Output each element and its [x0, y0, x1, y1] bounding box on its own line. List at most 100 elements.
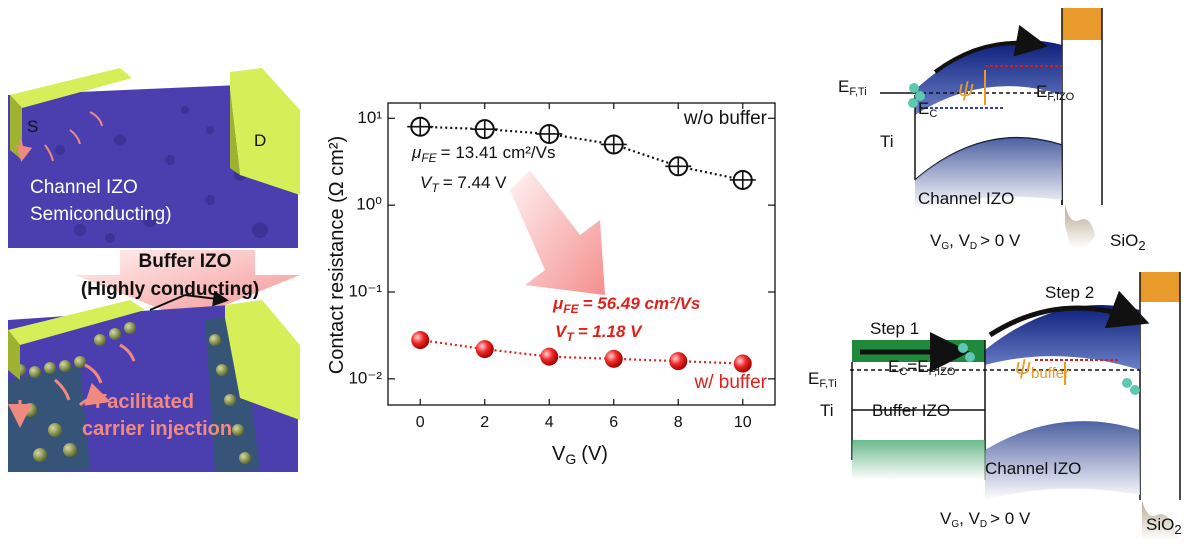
device-bottom: [8, 295, 300, 472]
band-diagram-top: [880, 8, 1103, 249]
label: Ti: [820, 401, 834, 420]
data-point: [540, 347, 559, 366]
band-diagram-bottom: [850, 272, 1181, 540]
marker-cross: [407, 117, 434, 136]
label-subscript: 2: [1138, 238, 1145, 253]
label-text: Buffer IZO: [872, 401, 950, 420]
y-tick-label: 10¹: [357, 108, 382, 127]
label-subscript: F,Ti: [849, 86, 866, 98]
label-text: E: [808, 369, 819, 388]
label: EF,IZO: [1036, 82, 1075, 102]
label-text: ψ: [958, 76, 974, 101]
label-text: V: [930, 231, 942, 250]
label-subscript: F,Ti: [819, 378, 836, 390]
annotation-text: = 13.41 cm²/Vs: [441, 143, 556, 162]
label-subscript: D: [970, 241, 977, 252]
annotation: VT = 7.44 V: [420, 173, 507, 195]
label: Step 2: [1045, 283, 1094, 302]
y-tick-label: 10⁰: [356, 195, 382, 214]
label: Buffer IZO: [872, 401, 950, 420]
annotation: μFE = 13.41 cm²/Vs: [411, 143, 555, 165]
label: VG, VD > 0 V: [940, 509, 1031, 529]
label-subscript: G: [951, 519, 959, 530]
marker-cross: [665, 157, 692, 176]
series-line: [420, 125, 743, 182]
label-text: D: [254, 131, 266, 150]
data-point: [733, 354, 752, 373]
data-point: [475, 340, 494, 359]
x-tick-label: 10: [734, 414, 752, 431]
marker-cross: [471, 120, 498, 139]
label-text: SiO: [1110, 231, 1138, 250]
label-text: > 0 V: [990, 509, 1031, 528]
marker-cross: [536, 124, 563, 143]
label: ψbuffer: [1015, 354, 1069, 382]
label-subscript: F,IZO: [929, 366, 956, 378]
label-text: , V: [949, 231, 970, 250]
marker-cross: [600, 135, 627, 154]
x-tick-label: 8: [674, 414, 683, 431]
label-text: Step 2: [1045, 283, 1094, 302]
label: S: [27, 117, 38, 136]
label-subscript: D: [980, 519, 987, 530]
data-point: [600, 134, 627, 155]
label-text: Ti: [820, 401, 834, 420]
data-point: [604, 349, 623, 368]
label: D: [254, 131, 266, 150]
x-tick-label: 0: [416, 414, 425, 431]
data-point: [669, 352, 688, 371]
label: Channel IZO: [985, 459, 1081, 478]
label-text: Channel IZO: [30, 177, 138, 198]
label-subscript: 2: [1174, 522, 1181, 537]
annotation: VT = 1.18 V: [555, 322, 643, 344]
series-line: [420, 338, 743, 365]
annotation-subscript: FE: [421, 151, 437, 165]
label-text: Channel IZO: [918, 189, 1014, 208]
improvement-arrow: [510, 170, 605, 295]
annotation-subscript: FE: [563, 302, 579, 316]
label: EC=EF,IZO: [888, 357, 956, 377]
label-text: Ti: [880, 132, 894, 151]
chart: VG (V) Contact resistance (Ω cm²) μFE = 13…: [326, 102, 776, 467]
x-tick-label: 4: [545, 414, 554, 431]
label: SiO2: [1146, 515, 1182, 537]
label: Buffer IZO: [139, 251, 232, 272]
label-text: Contact resistance (Ω cm²): [326, 136, 348, 374]
annotation-subscript: T: [566, 330, 575, 344]
label-text: (Highly conducting): [81, 279, 259, 300]
device-top: [8, 68, 300, 248]
label-text: Buffer IZO: [139, 251, 232, 272]
label: EF,Ti: [838, 77, 867, 97]
x-tick-label: 6: [609, 414, 618, 431]
label-text: , V: [959, 509, 980, 528]
label: SiO2: [1110, 231, 1146, 253]
label-subscript: C: [929, 108, 937, 120]
annotation-text: = 7.44 V: [443, 173, 507, 192]
marker-cross: [729, 170, 756, 189]
label-text: Facilitated: [95, 391, 194, 413]
label-text: SiO: [1146, 515, 1174, 534]
annotation-symbol: μ: [411, 143, 422, 162]
label: EC: [918, 99, 937, 119]
y-axis-label: Contact resistance (Ω cm²): [326, 136, 348, 374]
annotation-subscript: T: [431, 181, 440, 195]
annotation-text: = 1.18 V: [578, 322, 643, 341]
data-point: [471, 119, 498, 140]
label-text: E: [918, 99, 929, 118]
label: Channel IZO: [30, 177, 138, 198]
label-subscript: C: [899, 366, 907, 378]
data-point: [411, 331, 430, 350]
data-point: [665, 156, 692, 177]
data-point: [407, 116, 434, 137]
process-arrow: [75, 250, 300, 320]
label: Facilitated: [95, 391, 194, 413]
label-subscript: G: [565, 451, 576, 467]
label-text: > 0 V: [980, 231, 1021, 250]
label: carrier injection: [82, 418, 232, 440]
data-point: [729, 169, 756, 190]
annotation-symbol: V: [555, 322, 568, 341]
label: Ti: [880, 132, 894, 151]
label-text: Step 1: [870, 319, 919, 338]
label: Channel IZO: [918, 189, 1014, 208]
